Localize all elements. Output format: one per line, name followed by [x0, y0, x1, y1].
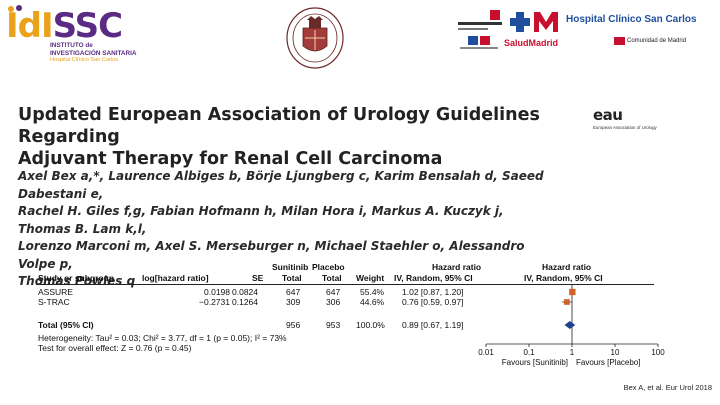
header-loghr: log[hazard ratio]	[142, 273, 209, 283]
forest-plot-chart: 0.01 0.1 1 10 100 Favours [Sunitinib] Favours …	[478, 284, 665, 367]
total-placebo: 953	[326, 320, 341, 330]
idissc-dot-icon	[8, 6, 14, 12]
favours-left-label: Favours [Sunitinib]	[502, 358, 568, 367]
row-placebo: 647	[326, 287, 341, 297]
x-tick-label: 0.1	[523, 348, 535, 357]
row-hr: 0.76 [0.59, 0.97]	[402, 297, 464, 307]
idissc-line3: Hospital Clínico San Carlos	[50, 57, 119, 63]
total-label: Total (95% CI)	[38, 320, 94, 330]
total-weight: 100.0%	[356, 320, 385, 330]
eau-logo-mark: eau	[593, 106, 623, 124]
idissc-line1: INSTITUTO de	[50, 42, 93, 49]
eau-logo: eau European Association of Urology	[593, 106, 663, 132]
citation: Bex A, et al. Eur Urol 2018	[623, 383, 712, 392]
overall-effect-text: Test for overall effect: Z = 0.76 (p = 0…	[38, 343, 192, 353]
article-title-line2: Adjuvant Therapy for Renal Cell Carcinom…	[18, 149, 443, 169]
header-sunitinib: Sunitinib	[272, 262, 309, 272]
university-seal-icon	[286, 7, 344, 69]
header-placebo: Placebo	[312, 262, 345, 272]
row-study: ASSURE	[38, 287, 73, 297]
x-tick-label: 1	[570, 348, 575, 357]
saludmadrid-label: SaludMadrid	[504, 38, 559, 48]
ministry-logo-icon	[458, 10, 502, 49]
saludmadrid-cross-icon	[510, 12, 558, 32]
madrid-flag-icon	[614, 37, 625, 45]
hospital-name: Hospital Clínico San Carlos	[566, 14, 697, 25]
author-line: Lorenzo Marconi m, Axel S. Merseburger n…	[18, 239, 525, 271]
forest-plot: Sunitinib Placebo Hazard ratio Hazard ra…	[36, 262, 666, 374]
header-divider	[36, 284, 654, 285]
idissc-subtitle: INSTITUTO de INVESTIGACIÓN SANITARIA Hos…	[50, 42, 140, 65]
row-sunitinib: 647	[286, 287, 301, 297]
row-se: 0.0824	[232, 287, 258, 297]
hr-square	[564, 299, 570, 305]
row-loghr: −0.2731	[199, 297, 230, 307]
total-sunitinib: 956	[286, 320, 301, 330]
author-line: Rachel H. Giles f,g, Fabian Hofmann h, M…	[18, 204, 504, 236]
comunidad-madrid-label: Comunidad de Madrid	[627, 38, 687, 44]
total-hr: 0.89 [0.67, 1.19]	[402, 320, 464, 330]
row-weight: 55.4%	[360, 287, 385, 297]
favours-right-label: Favours [Placebo]	[576, 358, 640, 367]
x-tick-label: 10	[611, 348, 620, 357]
eau-logo-subtitle: European Association of Urology	[593, 125, 657, 130]
header-hr-title: Hazard ratio	[432, 262, 482, 272]
heterogeneity-text: Heterogeneity: Tau² = 0.03; Chi² = 3.77,…	[38, 333, 287, 343]
saludmadrid-logo: SaludMadrid	[504, 8, 562, 50]
row-study: S-TRAC	[38, 297, 70, 307]
article-title-line1: Updated European Association of Urology …	[18, 105, 540, 147]
row-placebo: 306	[326, 297, 341, 307]
idissc-logo: IdISSC INSTITUTO de INVESTIGACIÓN SANITA…	[6, 5, 146, 68]
comunidad-madrid: Comunidad de Madrid	[614, 37, 686, 45]
header-total2: Total	[322, 273, 342, 283]
hr-square	[569, 288, 576, 296]
x-tick-label: 0.01	[478, 348, 494, 357]
header-se: SE	[252, 273, 264, 283]
idissc-line2: INVESTIGACIÓN SANITARIA	[50, 49, 137, 57]
header-total1: Total	[282, 273, 302, 283]
row-hr: 1.02 [0.87, 1.20]	[402, 287, 464, 297]
idissc-dot-icon	[16, 5, 22, 11]
header-hr-plot-method: IV, Random, 95% CI	[524, 273, 603, 283]
header-hr-plot-title: Hazard ratio	[542, 262, 592, 272]
ministry-logo	[456, 8, 506, 50]
row-loghr: 0.0198	[204, 287, 230, 297]
author-line: Axel Bex a,*, Laurence Albiges b, Börje …	[18, 169, 544, 201]
author-list: Axel Bex a,*, Laurence Albiges b, Börje …	[18, 168, 558, 291]
article-title: Updated European Association of Urology …	[18, 104, 578, 170]
total-diamond	[564, 321, 576, 329]
row-se: 0.1264	[232, 297, 258, 307]
row-sunitinib: 309	[286, 297, 301, 307]
idissc-logo-text: IdISSC	[6, 6, 123, 46]
header-study: Study or subgroup	[38, 273, 115, 283]
x-tick-label: 100	[651, 348, 665, 357]
idissc-logo-part1: IdI	[6, 6, 54, 46]
header-hr-method: IV, Random, 95% CI	[394, 273, 473, 283]
row-weight: 44.6%	[360, 297, 385, 307]
idissc-logo-part2: SSC	[52, 6, 123, 46]
header-weight: Weight	[356, 273, 385, 283]
